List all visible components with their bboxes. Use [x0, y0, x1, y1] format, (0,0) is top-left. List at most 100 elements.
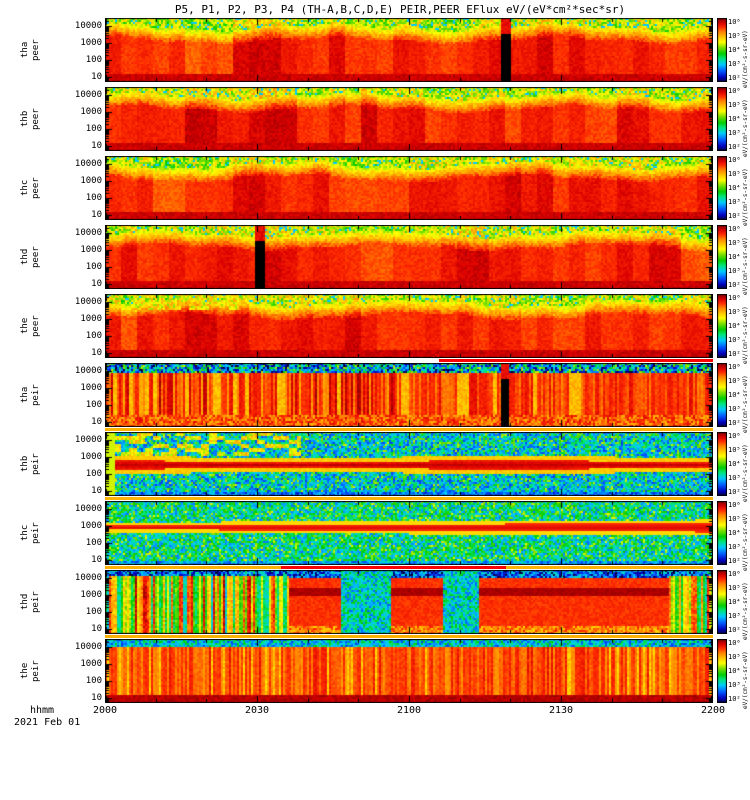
colorbar-tick-label: 10⁴ [728, 391, 741, 399]
panel-label-tha-peer: tha peer [20, 39, 41, 61]
spectrogram-thb-peir [105, 432, 713, 496]
y-tick-label: 1000 [80, 521, 102, 532]
colorbar-tick-label: 10³ [728, 474, 741, 482]
y-tick-label: 10 [91, 554, 102, 565]
flag-bar [105, 428, 713, 431]
y-tick-label: 100 [85, 468, 102, 479]
colorbar-the-peir [717, 639, 727, 703]
y-tick-label: 10000 [74, 21, 102, 32]
colorbar-tick-label: 10⁴ [728, 184, 741, 192]
colorbar-tick-label: 10⁶ [728, 639, 741, 647]
spectrogram-thd-peir [105, 570, 713, 634]
colorbar-tick-label: 10² [728, 74, 741, 82]
panel-label-the-peir: the peir [20, 660, 41, 682]
x-tick-label: 2100 [396, 705, 422, 716]
colorbar-tick-label: 10³ [728, 612, 741, 620]
y-tick-label: 1000 [80, 314, 102, 325]
colorbar-tick-label: 10² [728, 350, 741, 358]
colorbar-tick-label: 10⁶ [728, 294, 741, 302]
colorbar-tick-label: 10² [728, 557, 741, 565]
colorbar-tick-label: 10³ [728, 543, 741, 551]
colorbar-tha-peer [717, 18, 727, 82]
spectrogram-thd-peer [105, 225, 713, 289]
y-tick-label: 10 [91, 209, 102, 220]
y-tick-label: 10 [91, 347, 102, 358]
y-tick-label: 10000 [74, 159, 102, 170]
colorbar-tick-label: 10⁵ [728, 515, 741, 523]
flag-bar [281, 566, 507, 569]
colorbar-unit: eV/(cm²-s-sr-eV) [742, 375, 749, 433]
colorbar-tick-label: 10³ [728, 198, 741, 206]
date-label: 2021 Feb 01 [14, 717, 81, 728]
colorbar-thb-peir [717, 432, 727, 496]
colorbar-tick-label: 10⁶ [728, 432, 741, 440]
colorbar-thd-peir [717, 570, 727, 634]
y-tick-label: 10 [91, 71, 102, 82]
y-tick-label: 100 [85, 54, 102, 65]
panel-label-thd-peir: thd peir [20, 591, 41, 613]
colorbar-tick-label: 10⁶ [728, 87, 741, 95]
colorbar-unit: eV/(cm²-s-sr-eV) [742, 99, 749, 157]
colorbar-tick-label: 10⁵ [728, 308, 741, 316]
y-tick-label: 1000 [80, 383, 102, 394]
y-tick-label: 100 [85, 606, 102, 617]
y-tick-label: 10 [91, 485, 102, 496]
colorbar-thc-peir [717, 501, 727, 565]
colorbar-tick-label: 10³ [728, 129, 741, 137]
colorbar-tick-label: 10⁵ [728, 32, 741, 40]
spectrogram-the-peer [105, 294, 713, 358]
y-tick-label: 10 [91, 416, 102, 427]
panel-label-thb-peir: thb peir [20, 453, 41, 475]
y-tick-label: 10000 [74, 504, 102, 515]
y-tick-label: 10000 [74, 228, 102, 239]
panel-label-thc-peir: thc peir [20, 522, 41, 544]
colorbar-tick-label: 10⁵ [728, 653, 741, 661]
colorbar-tick-label: 10⁴ [728, 46, 741, 54]
colorbar-tick-label: 10² [728, 488, 741, 496]
y-tick-label: 1000 [80, 107, 102, 118]
colorbar-tick-label: 10⁶ [728, 156, 741, 164]
colorbar-tick-label: 10⁵ [728, 170, 741, 178]
colorbar-unit: eV/(cm²-s-sr-eV) [742, 513, 749, 571]
colorbar-tick-label: 10⁵ [728, 377, 741, 385]
y-tick-label: 100 [85, 261, 102, 272]
colorbar-unit: eV/(cm²-s-sr-eV) [742, 444, 749, 502]
y-tick-label: 10 [91, 278, 102, 289]
colorbar-tick-label: 10⁵ [728, 239, 741, 247]
y-tick-label: 10000 [74, 435, 102, 446]
y-tick-label: 1000 [80, 38, 102, 49]
y-tick-label: 1000 [80, 590, 102, 601]
flag-bar [506, 566, 713, 569]
colorbar-unit: eV/(cm²-s-sr-eV) [742, 582, 749, 640]
colorbar-tick-label: 10⁶ [728, 501, 741, 509]
spectrogram-tha-peer [105, 18, 713, 82]
flag-bar [105, 497, 713, 500]
y-tick-label: 100 [85, 192, 102, 203]
colorbar-tick-label: 10⁴ [728, 253, 741, 261]
colorbar-tick-label: 10⁴ [728, 460, 741, 468]
y-tick-label: 100 [85, 123, 102, 134]
colorbar-thd-peer [717, 225, 727, 289]
colorbar-unit: eV/(cm²-s-sr-eV) [742, 168, 749, 226]
colorbar-tick-label: 10⁵ [728, 584, 741, 592]
colorbar-tick-label: 10⁴ [728, 322, 741, 330]
y-tick-label: 10000 [74, 297, 102, 308]
y-tick-label: 1000 [80, 176, 102, 187]
x-tick-label: 2030 [244, 705, 270, 716]
colorbar-tick-label: 10⁶ [728, 570, 741, 578]
spectrogram-thc-peer [105, 156, 713, 220]
colorbar-tick-label: 10² [728, 695, 741, 703]
colorbar-tick-label: 10⁴ [728, 115, 741, 123]
y-tick-label: 100 [85, 330, 102, 341]
colorbar-unit: eV/(cm²-s-sr-eV) [742, 651, 749, 709]
colorbar-thb-peer [717, 87, 727, 151]
colorbar-tick-label: 10⁵ [728, 101, 741, 109]
panel-label-tha-peir: tha peir [20, 384, 41, 406]
y-tick-label: 1000 [80, 452, 102, 463]
y-tick-label: 10 [91, 692, 102, 703]
colorbar-tick-label: 10² [728, 419, 741, 427]
colorbar-tick-label: 10⁶ [728, 18, 741, 26]
colorbar-the-peer [717, 294, 727, 358]
spectrogram-tha-peir [105, 363, 713, 427]
